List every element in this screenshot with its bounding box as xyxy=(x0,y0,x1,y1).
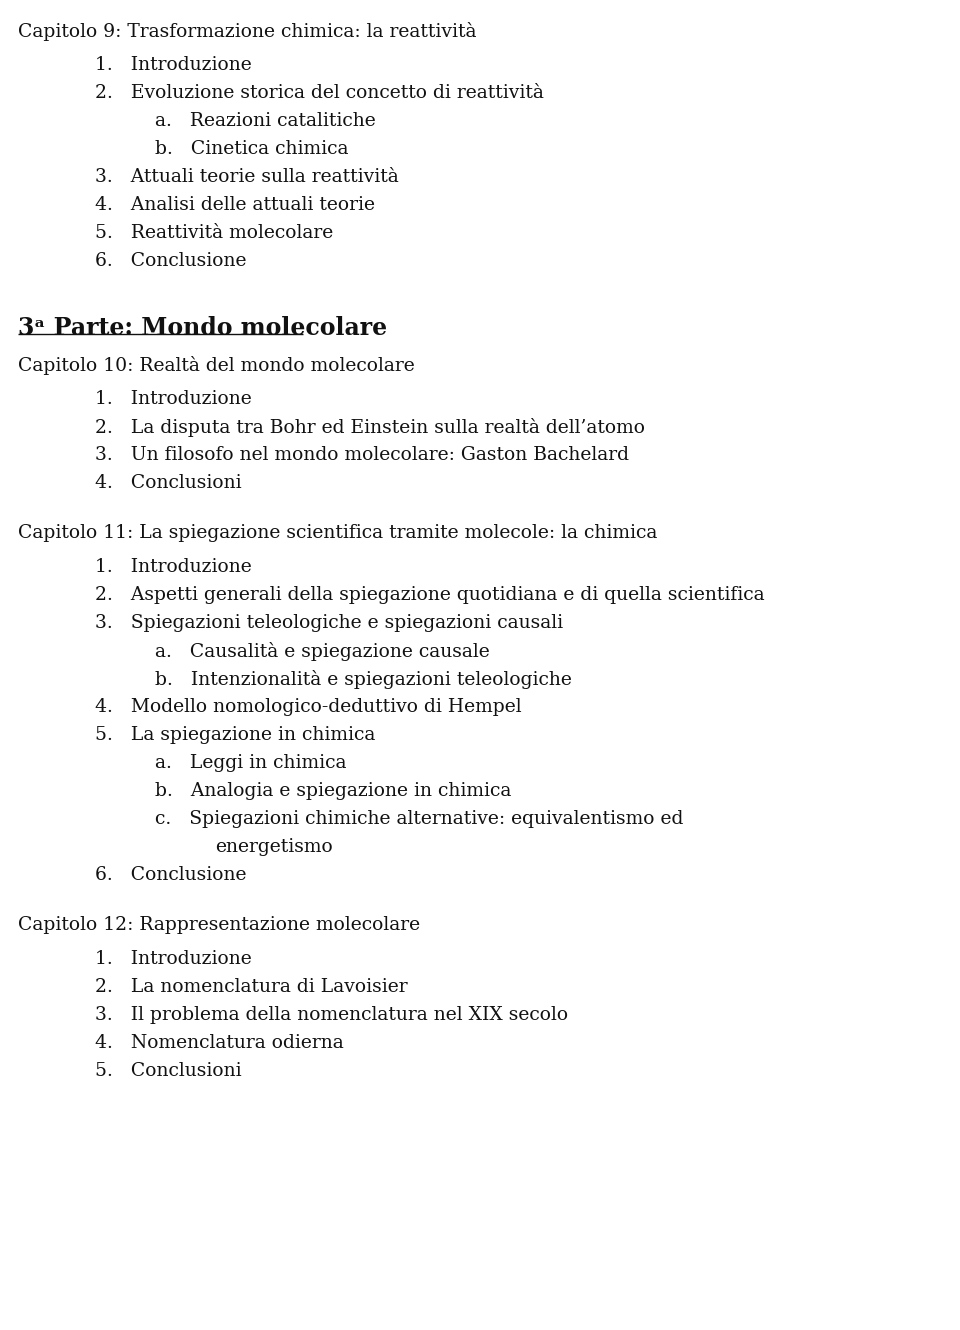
Text: a.   Causalità e spiegazione causale: a. Causalità e spiegazione causale xyxy=(155,642,490,661)
Text: 3.   Un filosofo nel mondo molecolare: Gaston Bachelard: 3. Un filosofo nel mondo molecolare: Gas… xyxy=(95,446,629,464)
Text: 1.   Introduzione: 1. Introduzione xyxy=(95,559,252,576)
Text: b.   Intenzionalità e spiegazioni teleologiche: b. Intenzionalità e spiegazioni teleolog… xyxy=(155,670,572,689)
Text: c.   Spiegazioni chimiche alternative: equivalentismo ed: c. Spiegazioni chimiche alternative: equ… xyxy=(155,810,684,829)
Text: 1.   Introduzione: 1. Introduzione xyxy=(95,56,252,74)
Text: 3.   Attuali teorie sulla reattività: 3. Attuali teorie sulla reattività xyxy=(95,168,398,186)
Text: energetismo: energetismo xyxy=(215,838,333,857)
Text: 3ᵃ Parte: Mondo molecolare: 3ᵃ Parte: Mondo molecolare xyxy=(18,317,387,340)
Text: Capitolo 12: Rappresentazione molecolare: Capitolo 12: Rappresentazione molecolare xyxy=(18,916,420,934)
Text: 5.   La spiegazione in chimica: 5. La spiegazione in chimica xyxy=(95,726,375,743)
Text: 1.   Introduzione: 1. Introduzione xyxy=(95,390,252,408)
Text: Capitolo 9: Trasformazione chimica: la reattività: Capitolo 9: Trasformazione chimica: la r… xyxy=(18,23,476,41)
Text: Capitolo 11: La spiegazione scientifica tramite molecole: la chimica: Capitolo 11: La spiegazione scientifica … xyxy=(18,524,658,543)
Text: 2.   La disputa tra Bohr ed Einstein sulla realtà dell’atomo: 2. La disputa tra Bohr ed Einstein sulla… xyxy=(95,418,645,438)
Text: 2.   Aspetti generali della spiegazione quotidiana e di quella scientifica: 2. Aspetti generali della spiegazione qu… xyxy=(95,587,764,604)
Text: 6.   Conclusione: 6. Conclusione xyxy=(95,866,247,884)
Text: 6.   Conclusione: 6. Conclusione xyxy=(95,251,247,270)
Text: b.   Cinetica chimica: b. Cinetica chimica xyxy=(155,140,348,158)
Text: 4.   Modello nomologico-deduttivo di Hempel: 4. Modello nomologico-deduttivo di Hempe… xyxy=(95,698,521,716)
Text: a.   Leggi in chimica: a. Leggi in chimica xyxy=(155,754,347,771)
Text: 2.   La nomenclatura di Lavoisier: 2. La nomenclatura di Lavoisier xyxy=(95,978,408,996)
Text: 5.   Reattività molecolare: 5. Reattività molecolare xyxy=(95,223,333,242)
Text: 5.   Conclusioni: 5. Conclusioni xyxy=(95,1061,242,1080)
Text: 3.   Il problema della nomenclatura nel XIX secolo: 3. Il problema della nomenclatura nel XI… xyxy=(95,1005,568,1024)
Text: 1.   Introduzione: 1. Introduzione xyxy=(95,950,252,968)
Text: 4.   Analisi delle attuali teorie: 4. Analisi delle attuali teorie xyxy=(95,196,375,214)
Text: 4.   Nomenclatura odierna: 4. Nomenclatura odierna xyxy=(95,1033,344,1052)
Text: a.   Reazioni catalitiche: a. Reazioni catalitiche xyxy=(155,112,375,130)
Text: b.   Analogia e spiegazione in chimica: b. Analogia e spiegazione in chimica xyxy=(155,782,512,801)
Text: 4.   Conclusioni: 4. Conclusioni xyxy=(95,473,242,492)
Text: 3.   Spiegazioni teleologiche e spiegazioni causali: 3. Spiegazioni teleologiche e spiegazion… xyxy=(95,614,564,632)
Text: 2.   Evoluzione storica del concetto di reattività: 2. Evoluzione storica del concetto di re… xyxy=(95,84,544,102)
Text: Capitolo 10: Realtà del mondo molecolare: Capitolo 10: Realtà del mondo molecolare xyxy=(18,356,415,375)
